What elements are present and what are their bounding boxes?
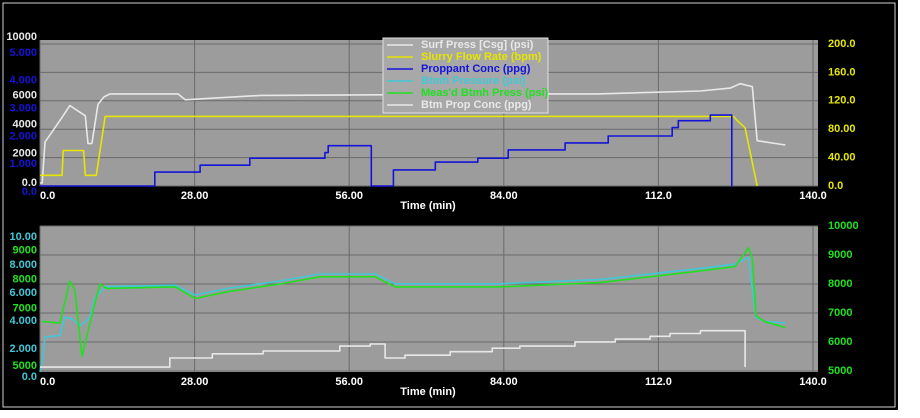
x-tick-label: 112.0 <box>645 190 672 202</box>
y2-tick-label: 80.00 <box>828 123 856 135</box>
y2-tick-label: 8000 <box>828 278 852 290</box>
frame <box>2 2 896 408</box>
y-tick-label: 2.000 <box>9 343 37 355</box>
x-tick-label: 84.00 <box>490 190 518 202</box>
y2-tick-label: 6000 <box>828 336 852 348</box>
legend-label: Btm Prop Conc (ppg) <box>421 99 532 111</box>
x-tick-label: 28.00 <box>181 190 209 202</box>
y2-tick-label: 160.0 <box>828 66 856 78</box>
y2-tick-label: 9000 <box>828 249 852 261</box>
y-tick-label: 6000 <box>13 89 37 101</box>
series-line <box>42 247 786 358</box>
y2-tick-label: 10000 <box>828 220 859 232</box>
x-tick-label: 112.0 <box>645 376 672 388</box>
legend-label: Slurry Flow Rate (bpm) <box>421 51 542 63</box>
x-tick-label: 84.00 <box>490 376 518 388</box>
x-axis-label: Time (min) <box>400 200 456 212</box>
series-line <box>39 256 786 373</box>
y3-tick-label: 4.000 <box>9 75 37 87</box>
y3-tick-label: 5000 <box>13 360 37 372</box>
y3-tick-label: 3.000 <box>9 103 37 115</box>
y3-tick-label: 2.000 <box>9 130 37 142</box>
y2-tick-label: 120.0 <box>828 95 856 107</box>
y3-tick-label: 7000 <box>13 302 37 314</box>
y3-tick-label: 1.000 <box>9 158 37 170</box>
series-line <box>40 82 786 184</box>
x-tick-label: 28.00 <box>181 376 209 388</box>
y2-tick-label: 40.00 <box>828 152 856 164</box>
x-tick-label: 0.0 <box>40 190 55 202</box>
legend-label: Proppant Conc (ppg) <box>421 63 531 75</box>
y3-tick-label: 0.0 <box>22 186 37 198</box>
y2-tick-label: 5000 <box>828 365 852 377</box>
plot-area <box>40 226 818 372</box>
series-line <box>40 114 733 187</box>
y3-tick-label: 9000 <box>13 245 37 257</box>
x-tick-label: 56.00 <box>335 376 363 388</box>
y-tick-label: 2000 <box>13 148 37 160</box>
y-tick-label: 0.0 <box>22 177 37 189</box>
y-tick-label: 10000 <box>6 31 37 43</box>
series-line <box>40 115 758 187</box>
y3-tick-label: 5.000 <box>9 47 37 59</box>
x-tick-label: 56.00 <box>335 190 363 202</box>
legend-box <box>382 37 549 114</box>
y-tick-label: 4.000 <box>9 315 37 327</box>
y2-tick-label: 200.0 <box>828 38 856 50</box>
chart-layer: 0.0 28.00 56.00 84.00 112.0 140.0 Time (min) 0.… <box>6 31 858 398</box>
y3-tick-label: 8000 <box>13 274 37 286</box>
legend-label: Btmh Pressure (psi) <box>421 75 526 87</box>
y-tick-label: 6.000 <box>9 287 37 299</box>
legend-label: Surf Press [Csg] (psi) <box>421 39 534 51</box>
y-tick-label: 4000 <box>13 119 37 131</box>
x-tick-label: 0.0 <box>40 376 55 388</box>
y-tick-label: 0.0 <box>22 371 37 383</box>
series-line <box>40 329 746 368</box>
legend-label: Meas'd Btmh Press (psi) <box>421 87 549 99</box>
y2-tick-label: 7000 <box>828 307 852 319</box>
x-tick-label: 140.0 <box>799 190 827 202</box>
x-tick-label: 140.0 <box>799 376 827 388</box>
y-tick-label: 8.000 <box>9 259 37 271</box>
y-tick-label: 10.00 <box>9 231 37 243</box>
x-axis-label: Time (min) <box>400 386 456 398</box>
y2-tick-label: 0.0 <box>828 180 843 192</box>
